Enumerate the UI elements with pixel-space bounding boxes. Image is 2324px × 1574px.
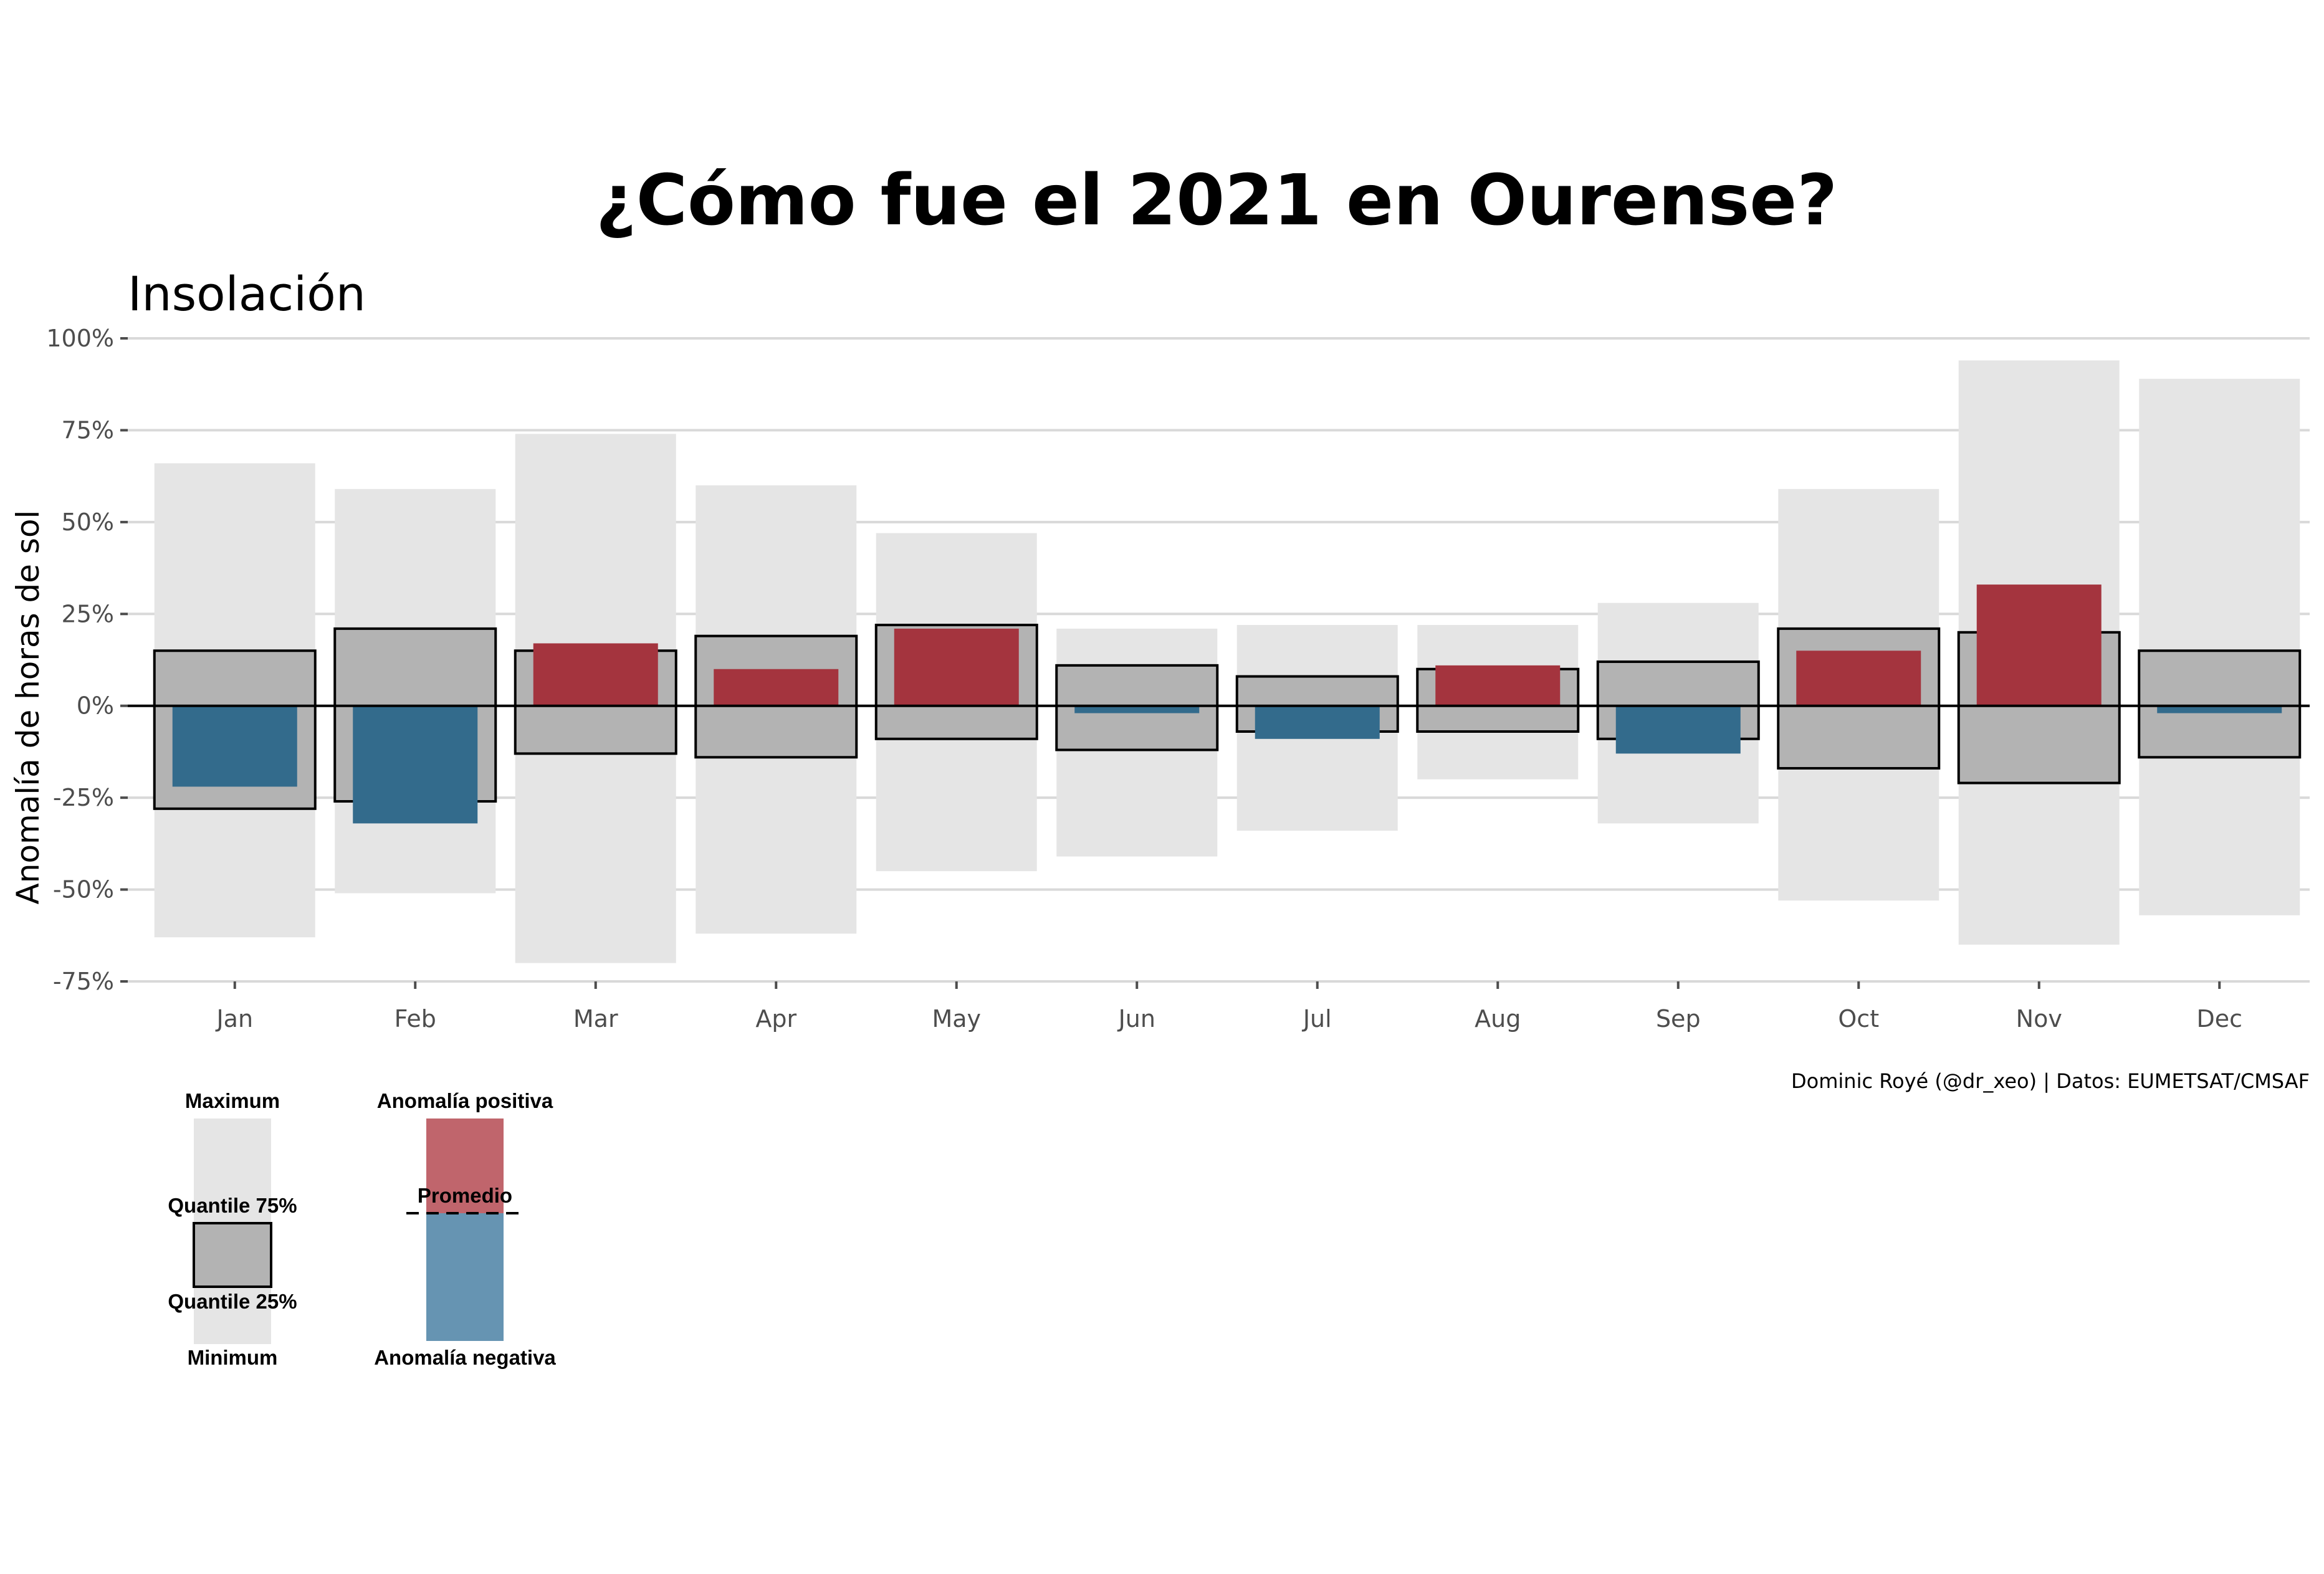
legend-quantile-box xyxy=(193,1222,272,1288)
x-tick-label-jan: Jan xyxy=(215,1005,253,1033)
anomaly-bar-jul xyxy=(1255,705,1380,739)
x-tick-label-sep: Sep xyxy=(1656,1005,1701,1033)
anomaly-bar-dec xyxy=(2157,705,2282,713)
anomaly-bars xyxy=(172,584,2282,824)
legend-maximum: Maximum xyxy=(185,1089,280,1112)
legend-anomaly: Anomalía positiva Promedio Anomalía nega… xyxy=(374,1089,556,1369)
legend-quantile-75: Quantile 75% xyxy=(168,1194,297,1217)
x-tick-label-aug: Aug xyxy=(1475,1005,1521,1033)
anomaly-bar-jan xyxy=(172,705,297,787)
legend-minimum: Minimum xyxy=(188,1346,278,1369)
x-tick-label-apr: Apr xyxy=(755,1005,796,1033)
chart-subtitle: Insolación xyxy=(128,266,366,322)
x-tick-label-dec: Dec xyxy=(2196,1005,2242,1033)
legend-average-label: Promedio xyxy=(418,1184,512,1207)
y-tick-label: 25% xyxy=(62,600,114,627)
x-tick-label-jul: Jul xyxy=(1302,1005,1332,1033)
anomaly-bar-nov xyxy=(1976,584,2102,706)
quantile-box-dec xyxy=(2138,649,2302,759)
legend-quantile-25: Quantile 25% xyxy=(168,1290,297,1313)
legend-positive-label: Anomalía positiva xyxy=(377,1089,553,1112)
y-tick-label: -50% xyxy=(53,876,114,904)
y-tick-label: 0% xyxy=(77,692,114,720)
anomaly-bar-feb xyxy=(353,705,478,824)
x-axis-ticks: Jan Feb Mar Apr May Jun Jul Aug Sep Oct Nov Dec xyxy=(215,981,2242,1033)
y-tick-label: 50% xyxy=(62,508,114,536)
y-axis-label: Anomalía de horas de sol xyxy=(10,510,46,905)
y-tick-label: 100% xyxy=(46,325,114,352)
anomaly-bar-may xyxy=(894,628,1019,706)
anomaly-bar-mar xyxy=(533,643,658,706)
x-tick-label-mar: Mar xyxy=(573,1005,618,1033)
x-tick-label-oct: Oct xyxy=(1838,1005,1879,1033)
legend-positive-bar xyxy=(426,1118,504,1213)
range-bar-dec xyxy=(2139,378,2300,915)
anomaly-bar-oct xyxy=(1796,651,1921,706)
x-tick-label-jun: Jun xyxy=(1117,1005,1155,1033)
x-tick-label-may: May xyxy=(932,1005,981,1033)
y-tick-label: -25% xyxy=(53,784,114,811)
legend-negative-bar xyxy=(426,1213,504,1341)
chart-title: ¿Cómo fue el 2021 en Ourense? xyxy=(596,160,1837,241)
x-tick-label-nov: Nov xyxy=(2016,1005,2062,1033)
legend-range: Maximum Quantile 75% Quantile 25% Minimu… xyxy=(168,1089,297,1369)
anomaly-bar-sep xyxy=(1615,705,1741,754)
y-axis-ticks: 100% 75% 50% 25% 0% -25% -50% -75% xyxy=(46,325,128,995)
legend-negative-label: Anomalía negativa xyxy=(374,1346,556,1369)
anomaly-bar-jun xyxy=(1074,705,1200,713)
anomaly-bar-aug xyxy=(1435,665,1561,706)
y-tick-label: -75% xyxy=(53,968,114,995)
x-tick-label-feb: Feb xyxy=(395,1005,436,1033)
y-tick-label: 75% xyxy=(62,416,114,444)
anomaly-bar-apr xyxy=(714,669,839,706)
caption: Dominic Royé (@dr_xeo) | Datos: EUMETSAT… xyxy=(1791,1069,2310,1093)
